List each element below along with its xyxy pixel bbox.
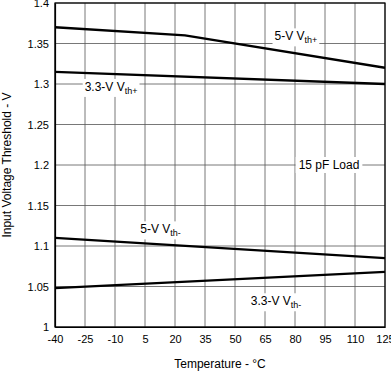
tick: -10: [108, 327, 124, 345]
label-bg: [83, 79, 140, 97]
tick-label: 1.35: [28, 38, 49, 50]
plot: -40 -25 -10 5 20 35 50 65 80 95 110 125 1 1.05 1.1 1.15…: [28, 0, 391, 345]
grid-line-y: [55, 124, 385, 125]
tick: 1.1: [34, 240, 55, 252]
y-axis-title: Input Voltage Threshold - V: [0, 92, 14, 237]
tick-label: 50: [229, 333, 241, 345]
tick-label: -40: [48, 333, 64, 345]
label-bg: [273, 28, 320, 46]
y-axis: 1 1.05 1.1 1.15 1.2 1.25 1.3 1.35 1.4: [28, 0, 56, 333]
x-axis-title: Temperature - °C: [174, 357, 266, 371]
tick-label: 1.15: [28, 200, 49, 212]
chart: -40 -25 -10 5 20 35 50 65 80 95 110 125 1 1.05 1.1 1.15…: [0, 0, 391, 374]
tick: 1.4: [34, 0, 55, 9]
tick: 1.3: [34, 78, 55, 90]
tick: 20: [169, 327, 181, 345]
tick: -25: [78, 327, 94, 345]
series-line: [55, 238, 385, 258]
tick-label: 1.05: [28, 281, 49, 293]
tick-label: 35: [199, 333, 211, 345]
tick: 1.05: [28, 281, 55, 293]
series-label: 5-V Vth+: [275, 29, 318, 45]
tick-label: 1.2: [34, 159, 49, 171]
tick: 1: [43, 321, 55, 333]
tick-label: 1.3: [34, 78, 49, 90]
label-bg: [249, 293, 304, 311]
tick-label: 80: [289, 333, 301, 345]
grid-line-y: [55, 43, 385, 44]
tick: 110: [347, 327, 365, 345]
tick-label: 110: [347, 333, 365, 345]
tick-label: 5: [142, 333, 148, 345]
series-label: 3.3-V Vth-: [251, 294, 302, 310]
series-group: [55, 27, 385, 288]
grid: [55, 3, 385, 327]
tick-label: 125: [376, 333, 391, 345]
series-line: [55, 27, 385, 68]
tick: 35: [199, 327, 211, 345]
label-bg: [138, 221, 183, 239]
tick-label: 65: [259, 333, 271, 345]
series-label: 3.3-V Vth+: [85, 80, 138, 96]
plot-frame: [55, 3, 385, 327]
series-label: 5-V Vth-: [140, 222, 181, 238]
tick: 1.15: [28, 200, 55, 212]
tick: 65: [259, 327, 271, 345]
tick-label: 1.25: [28, 119, 49, 131]
tick: 1.25: [28, 119, 55, 131]
x-axis: -40 -25 -10 5 20 35 50 65 80 95 110 125: [48, 327, 391, 345]
grid-line-y: [55, 246, 385, 247]
tick-label: 20: [169, 333, 181, 345]
tick: -40: [48, 327, 64, 345]
grid-line-y: [55, 205, 385, 206]
label-bg: [296, 157, 363, 173]
tick: 95: [319, 327, 331, 345]
tick: 125: [376, 327, 391, 345]
series-line: [55, 272, 385, 288]
tick-label: 95: [319, 333, 331, 345]
tick-label: 1: [43, 321, 49, 333]
tick-label: 1.1: [34, 240, 49, 252]
tick: 5: [142, 327, 148, 345]
tick: 1.35: [28, 38, 55, 50]
tick: 1.2: [34, 159, 55, 171]
tick-label: 1.4: [34, 0, 49, 9]
tick: 50: [229, 327, 241, 345]
tick: 80: [289, 327, 301, 345]
tick-label: -25: [78, 333, 94, 345]
tick-label: -10: [108, 333, 124, 345]
annotation: 15 pF Load: [299, 158, 360, 172]
